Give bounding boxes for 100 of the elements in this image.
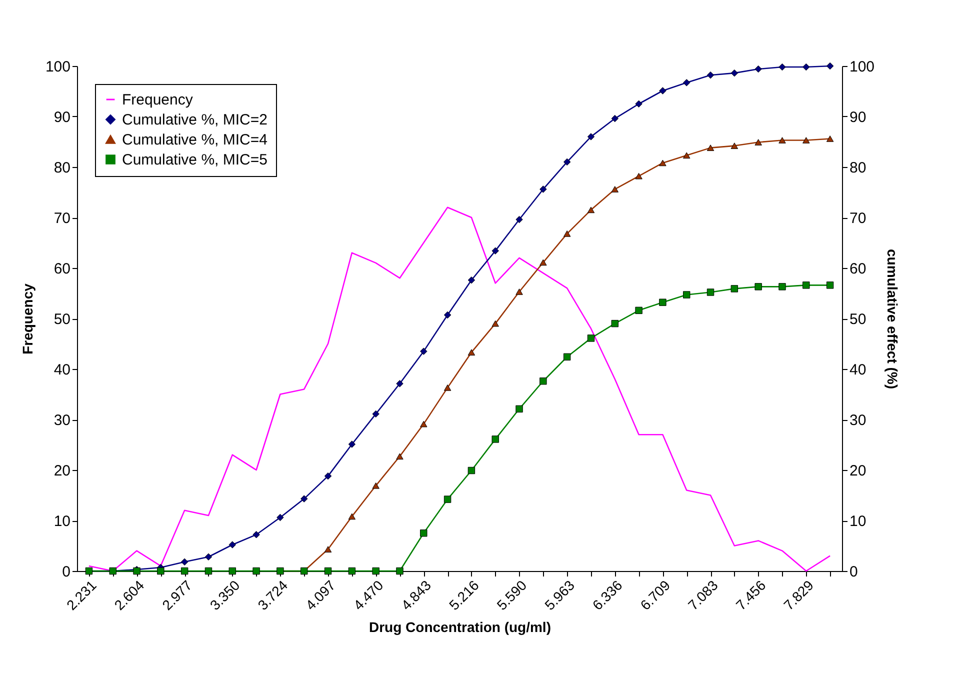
- point: [778, 137, 786, 144]
- point: [252, 531, 260, 538]
- point: [635, 100, 642, 108]
- point: [324, 472, 332, 480]
- y2-tick-label: 50: [850, 311, 866, 328]
- point: [468, 276, 476, 284]
- y2-tick-label: 20: [850, 462, 866, 480]
- point: [540, 259, 547, 266]
- legend-label: Cumulative %, MIC=2: [122, 112, 268, 128]
- legend-label: Frequency: [122, 92, 194, 108]
- point: [611, 186, 618, 192]
- point: [826, 282, 834, 289]
- y-tick-label: 50: [54, 311, 70, 328]
- y2-axis-title: cumulative effect (%): [884, 248, 901, 390]
- point: [587, 206, 595, 214]
- point: [706, 288, 714, 296]
- point: [730, 285, 738, 292]
- y-tick-label: 30: [54, 412, 70, 429]
- point: [683, 291, 690, 298]
- point: [635, 172, 642, 180]
- y2-tick-label: 70: [850, 210, 866, 227]
- y2-tick-label: 30: [850, 412, 866, 429]
- point: [587, 334, 595, 342]
- point: [516, 216, 523, 224]
- point: [826, 136, 834, 142]
- point: [252, 567, 260, 575]
- point: [754, 283, 762, 290]
- y-tick-label: 40: [54, 362, 70, 378]
- point: [420, 420, 428, 428]
- point: [778, 63, 786, 71]
- point: [444, 384, 452, 391]
- point: [754, 139, 762, 146]
- point: [492, 436, 499, 443]
- point: [563, 230, 571, 237]
- point: [492, 247, 499, 254]
- point: [180, 567, 188, 575]
- point: [372, 410, 380, 418]
- point: [372, 567, 380, 575]
- legend-label: Cumulative %, MIC=5: [122, 152, 268, 168]
- point: [802, 137, 810, 144]
- point: [778, 283, 786, 290]
- point: [468, 466, 476, 474]
- y2-tick-label: 80: [850, 160, 866, 176]
- y-tick-label: 100: [45, 58, 70, 76]
- y-tick-label: 20: [54, 462, 70, 480]
- point: [348, 567, 356, 575]
- y-tick-label: 10: [54, 513, 70, 530]
- point: [468, 349, 476, 356]
- point: [540, 186, 547, 193]
- point: [300, 495, 308, 502]
- point: [730, 142, 738, 149]
- point: [611, 320, 618, 328]
- point: [563, 353, 571, 360]
- y2-tick-label: 0: [850, 564, 858, 580]
- point: [396, 567, 404, 575]
- point: [587, 133, 595, 140]
- y-axis-title: Frequency: [19, 283, 36, 354]
- x-axis-title: Drug Concentration (ug/ml): [369, 619, 551, 636]
- point: [157, 567, 164, 575]
- point: [444, 496, 452, 503]
- y-tick-label: 70: [54, 210, 70, 227]
- point: [659, 298, 666, 306]
- y2-tick-label: 10: [850, 513, 866, 530]
- point: [324, 567, 332, 575]
- y-tick-label: 60: [54, 260, 70, 278]
- point: [324, 546, 332, 552]
- point: [348, 513, 356, 520]
- y2-tick-label: 60: [850, 260, 866, 278]
- point: [802, 282, 810, 289]
- point: [420, 348, 428, 355]
- point: [444, 311, 452, 319]
- point: [516, 405, 523, 412]
- point: [396, 380, 404, 388]
- point: [659, 160, 666, 166]
- point: [492, 320, 499, 327]
- point: [635, 306, 642, 314]
- point: [420, 530, 428, 537]
- point: [396, 453, 404, 460]
- point: [659, 87, 666, 94]
- point: [611, 114, 618, 122]
- point: [706, 71, 714, 79]
- point: [754, 65, 762, 73]
- point: [228, 567, 236, 575]
- point: [276, 514, 284, 522]
- point: [228, 541, 236, 548]
- y-tick-label: 0: [62, 564, 70, 580]
- point: [540, 378, 547, 385]
- point: [826, 62, 834, 70]
- point: [706, 144, 714, 151]
- point: [516, 288, 523, 295]
- point: [683, 152, 690, 159]
- y-tick-label: 90: [54, 109, 70, 126]
- point: [204, 567, 212, 575]
- point: [730, 69, 738, 77]
- point: [372, 482, 380, 489]
- point: [204, 553, 212, 560]
- legend-label: Cumulative %, MIC=4: [122, 132, 268, 148]
- point: [348, 440, 356, 448]
- y2-tick-label: 100: [850, 58, 875, 76]
- y2-tick-label: 90: [850, 109, 866, 126]
